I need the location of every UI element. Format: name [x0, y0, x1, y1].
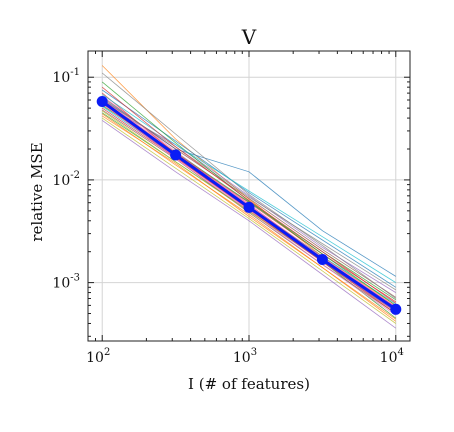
background-series-line: [101, 72, 397, 299]
background-series-line: [101, 99, 397, 291]
background-series-line: [101, 81, 397, 306]
x-tick-label: 104: [380, 347, 404, 366]
main-series-point: [96, 96, 108, 107]
background-series-line: [101, 94, 397, 283]
background-series-line: [101, 115, 397, 322]
main-series-point: [390, 303, 402, 315]
background-series-line: [101, 86, 397, 304]
y-axis-label: relative MSE: [28, 142, 46, 241]
background-series-line: [101, 117, 397, 324]
x-tick-label: 102: [86, 347, 110, 366]
y-tick-label: 10-3: [52, 273, 80, 292]
y-tick-label: 10-2: [52, 170, 80, 189]
main-series: [96, 96, 402, 315]
background-series-line: [101, 96, 397, 298]
x-axis-label: I (# of features): [188, 375, 310, 393]
background-series-line: [101, 89, 397, 288]
background-series-line: [101, 120, 397, 329]
main-series-point: [316, 254, 328, 265]
main-series-point: [243, 201, 255, 213]
grid: [88, 51, 410, 341]
y-tick-label: 10-1: [52, 67, 80, 86]
main-series-point: [170, 149, 182, 161]
ticks: 102 103 104 10-1 10-2 10-3: [52, 51, 410, 366]
chart-title: V: [241, 25, 257, 49]
x-tick-label: 103: [233, 347, 257, 366]
background-series-line: [101, 65, 397, 306]
